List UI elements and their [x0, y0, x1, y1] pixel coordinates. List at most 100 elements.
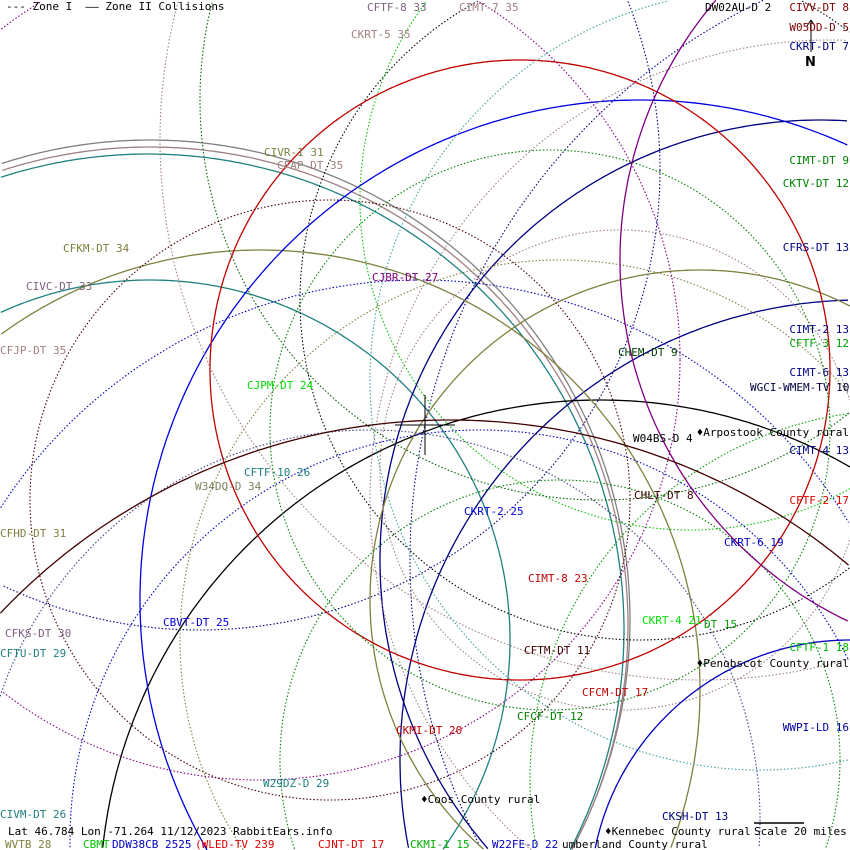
scale-label: Scale 20 miles: [754, 825, 847, 838]
station-label[interactable]: CFTF-1 18: [789, 641, 849, 654]
station-label[interactable]: CIVC-DT 33: [26, 280, 93, 293]
contour-arc: [379, 119, 847, 850]
contour-arc: [159, 0, 849, 681]
contour-arc: [670, 690, 701, 848]
station-label[interactable]: CFTF-3 12: [789, 337, 849, 350]
county-marker: ♦Coos County rural: [421, 793, 541, 806]
station-label[interactable]: W04BS-D 4: [633, 432, 693, 445]
contour-arc: [1, 249, 701, 690]
contour-arc: [619, 0, 849, 622]
contour-arc: [801, 0, 850, 33]
contour-arc: [0, 279, 511, 640]
station-label[interactable]: CKRT-5 35: [351, 28, 411, 41]
station-label[interactable]: CFAP-DT 35: [277, 159, 344, 172]
station-label[interactable]: CIMT-4 13: [789, 444, 849, 457]
contour-arc: [199, 3, 850, 501]
contour-arc: [0, 153, 625, 630]
north-indicator: N: [805, 55, 816, 70]
contour-arc: [2, 146, 629, 625]
contour-arc: [1, 170, 661, 631]
station-label[interactable]: DT 15: [704, 618, 738, 631]
station-label[interactable]: CIMT-2 13: [789, 323, 849, 336]
contour-arc: [0, 279, 850, 523]
station-label[interactable]: CFTF-8 33: [367, 1, 427, 14]
county-marker: ♦Arpostook County rural: [696, 426, 849, 439]
station-label[interactable]: CKSH-DT 13: [662, 810, 729, 823]
station-label[interactable]: W34DQ-D 34: [195, 480, 262, 493]
contour-arc: [102, 399, 850, 848]
contour-arc: [824, 760, 841, 849]
station-label[interactable]: CKRT-DT 7: [789, 40, 849, 53]
contour-arc: [1, 360, 681, 781]
contour-arc: [269, 149, 831, 711]
legend-zone2: —— Zone II Collisions: [85, 0, 225, 13]
contour-arc: [379, 229, 850, 711]
contour-arc: [209, 59, 831, 681]
station-label[interactable]: WWPI-LD 16: [782, 721, 849, 734]
station-label[interactable]: W05DD-D 5: [789, 21, 849, 34]
contour-arc: [1, 1, 41, 30]
station-label[interactable]: CKMI-1 15: [410, 838, 470, 850]
station-label[interactable]: CFTF-10 26: [244, 466, 311, 479]
station-label[interactable]: CBVT-DT 25: [163, 616, 230, 629]
station-label[interactable]: WVTB 28: [5, 838, 52, 850]
contour-arc: [594, 639, 850, 849]
contour-arc: [571, 625, 629, 850]
station-label[interactable]: CIVV-DT 8: [789, 1, 849, 14]
station-label[interactable]: CFCM-DT 17: [582, 686, 649, 699]
contour-arc: [479, 1, 681, 360]
station-label[interactable]: CFCF-DT 12: [517, 710, 584, 723]
map-legend: --- Zone I —— Zone II Collisions: [6, 1, 225, 12]
station-label[interactable]: CKMI-DT 20: [396, 724, 463, 737]
county-marker: umberland County rural: [562, 838, 708, 850]
station-label[interactable]: W22FE-D 22: [492, 838, 559, 850]
county-marker: ♦Penobscot County rural: [696, 657, 849, 670]
contour-arc: [442, 640, 511, 850]
station-label[interactable]: DDW38CB 2525: [112, 838, 192, 850]
contour-arc: [369, 269, 850, 850]
station-label[interactable]: CJPM-DT 24: [247, 379, 314, 392]
contour-arc: [359, 1, 850, 531]
station-label[interactable]: DW02AU-D 2: [705, 1, 772, 14]
contour-arc: [179, 259, 850, 850]
station-label[interactable]: CIMT-6 13: [789, 366, 849, 379]
contour-arc: [279, 479, 841, 849]
station-label[interactable]: CFTU-DT 29: [0, 647, 67, 660]
contour-arc: [29, 199, 631, 801]
station-label[interactable]: CHEM-DT 9: [618, 346, 678, 359]
station-label[interactable]: CBMT: [83, 838, 110, 850]
station-label[interactable]: CIMT-DT 9: [789, 154, 849, 167]
station-label[interactable]: CJNT-DT 17: [318, 838, 385, 850]
station-label[interactable]: CIMT-8 23: [528, 572, 588, 585]
station-label[interactable]: (WLED-TV 239: [195, 838, 275, 850]
station-label[interactable]: CKRT-2 25: [464, 505, 524, 518]
station-label[interactable]: WGCI-WMEM-TV 10: [750, 381, 850, 394]
contour-arc: [409, 0, 764, 847]
contour-arc: [0, 429, 761, 820]
station-label[interactable]: CFKM-DT 34: [63, 242, 130, 255]
station-label[interactable]: CKTV-DT 12: [782, 177, 849, 190]
station-label[interactable]: CFJP-DT 35: [0, 344, 67, 357]
contour-arc: [399, 299, 849, 848]
station-label[interactable]: CFTM-DT 11: [524, 644, 591, 657]
contour-arc: [758, 820, 761, 848]
station-label[interactable]: CIVM-DT 26: [0, 808, 67, 821]
station-label[interactable]: CFKS-DT 30: [5, 627, 72, 640]
station-label[interactable]: W29DZ-D 29: [263, 777, 330, 790]
contour-arc: [627, 1, 661, 170]
station-label[interactable]: CFRS-DT 13: [782, 241, 849, 254]
station-label[interactable]: CHLT-DT 8: [634, 489, 694, 502]
station-label[interactable]: CKRT-4 21: [642, 614, 702, 627]
station-label[interactable]: CIVR-1 31: [264, 146, 324, 159]
station-label[interactable]: CJBR-DT 27: [372, 271, 439, 284]
contour-arc: [369, 0, 848, 771]
station-label[interactable]: CKRT-6 19: [724, 536, 784, 549]
station-label[interactable]: CFHD-DT 31: [0, 527, 67, 540]
station-label[interactable]: CFTF-2 17: [789, 494, 849, 507]
contour-arc: [139, 99, 848, 850]
north-arrow-icon: [806, 19, 812, 27]
contour-arc: [529, 413, 849, 848]
station-label[interactable]: CIMT-7 35: [459, 1, 519, 14]
